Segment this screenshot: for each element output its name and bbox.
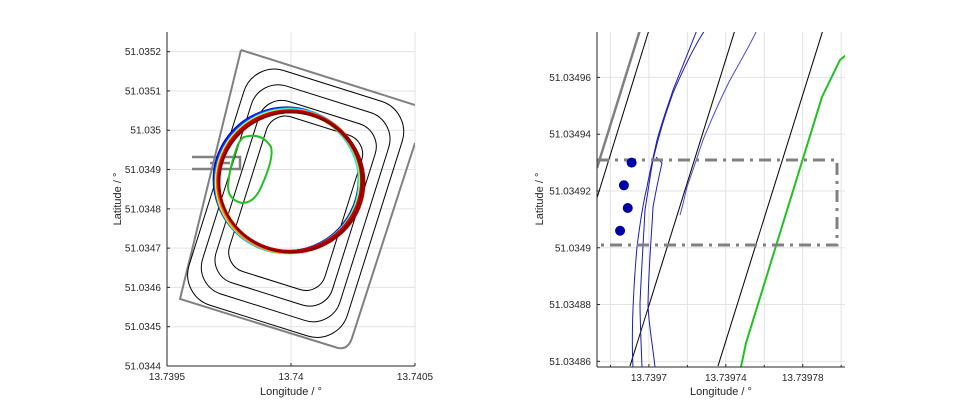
left-axes: 13.7395 13.74 13.7405 51.0344 51.0345 51.0346… xyxy=(112,32,434,398)
y-tick-label: 51.03486 xyxy=(549,357,591,368)
right-grid xyxy=(597,32,845,367)
y-tick-label: 51.0345 xyxy=(125,322,162,333)
y-tick-label: 51.0346 xyxy=(125,283,162,294)
position-markers xyxy=(615,157,637,236)
left-y-label: Latitude / ° xyxy=(112,173,124,226)
obstacle-outline xyxy=(226,134,273,205)
path-line xyxy=(597,32,649,199)
path-line xyxy=(629,32,735,367)
trajectory-loop xyxy=(218,111,363,254)
y-tick-label: 51.0352 xyxy=(125,47,162,58)
field-boundary-detail xyxy=(597,32,641,169)
trajectory xyxy=(631,32,697,367)
right-axes: 13.7397 13.73974 13.73978 51.03486 51.03488 5… xyxy=(534,32,845,398)
field-boundary xyxy=(178,49,415,350)
left-x-label: Longitude / ° xyxy=(260,386,322,398)
path-contour xyxy=(214,99,377,307)
y-tick-label: 51.035 xyxy=(130,126,161,137)
y-tick-label: 51.0351 xyxy=(125,86,162,97)
position-marker xyxy=(618,180,629,191)
path-line xyxy=(717,32,823,367)
headland-dashdot-box xyxy=(597,158,839,247)
y-tick-label: 51.0348 xyxy=(125,204,162,215)
y-tick-label: 51.03488 xyxy=(549,300,591,311)
position-marker xyxy=(622,203,633,214)
x-tick-label: 13.74 xyxy=(278,372,303,383)
y-tick-label: 51.03494 xyxy=(549,130,591,141)
trajectory-lines xyxy=(631,32,757,367)
right-x-label: Longitude / ° xyxy=(690,386,752,398)
x-tick-label: 13.7405 xyxy=(397,372,434,383)
y-tick-label: 51.0349 xyxy=(555,243,592,254)
x-tick-label: 13.7397 xyxy=(631,373,668,384)
y-tick-label: 51.0344 xyxy=(125,362,162,373)
circular-trajectories xyxy=(212,106,366,255)
trajectory xyxy=(647,156,663,367)
obstacle-line xyxy=(740,54,845,367)
y-tick-label: 51.03496 xyxy=(549,73,591,84)
planned-paths xyxy=(187,68,405,338)
trajectory xyxy=(639,32,705,367)
position-marker xyxy=(615,225,626,236)
y-tick-label: 51.03492 xyxy=(549,186,591,197)
path-contour xyxy=(200,84,391,323)
x-tick-label: 13.73978 xyxy=(782,373,824,384)
path-contour xyxy=(228,115,364,291)
x-tick-label: 13.73974 xyxy=(705,373,747,384)
y-tick-label: 51.0347 xyxy=(125,244,162,255)
y-tick-label: 51.0349 xyxy=(125,165,162,176)
position-marker xyxy=(626,157,637,168)
right-y-label: Latitude / ° xyxy=(534,173,546,226)
x-tick-label: 13.7395 xyxy=(149,372,186,383)
trajectory xyxy=(679,32,757,216)
